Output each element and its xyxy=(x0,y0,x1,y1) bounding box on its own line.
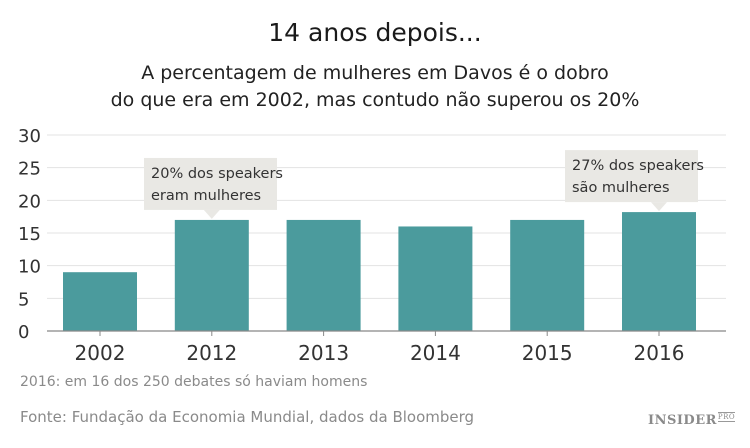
y-tick-label: 20 xyxy=(18,191,41,212)
x-tick-label: 2015 xyxy=(522,341,573,365)
bar-2012 xyxy=(174,219,249,331)
y-tick-label: 0 xyxy=(18,322,29,343)
y-tick-label: 15 xyxy=(18,224,41,245)
chart-title: 14 anos depois... xyxy=(268,18,482,47)
x-tick-label: 2014 xyxy=(410,341,461,365)
source-note: Fonte: Fundação da Economia Mundial, dad… xyxy=(20,408,475,426)
logo-sub: PRO xyxy=(717,412,736,422)
x-tick-label: 2016 xyxy=(634,341,685,365)
y-tick-label: 30 xyxy=(18,126,41,147)
chart-subtitle-line2: do que era em 2002, mas contudo não supe… xyxy=(110,89,640,111)
callout-box xyxy=(144,157,277,210)
logo-main: INSIDER xyxy=(648,413,717,428)
bar-2013 xyxy=(286,219,361,331)
y-tick-label: 10 xyxy=(18,257,41,278)
footnote: 2016: em 16 dos 250 debates só haviam ho… xyxy=(20,374,368,390)
chart-subtitle-line1: A percentagem de mulheres em Davos é o d… xyxy=(141,62,609,84)
x-tick-label: 2013 xyxy=(298,341,349,365)
callout-text: 27% dos speakers xyxy=(572,158,704,174)
callout-pointer xyxy=(203,209,220,219)
bar-2014 xyxy=(398,226,473,331)
bar-2015 xyxy=(510,219,585,331)
x-tick-label: 2002 xyxy=(75,341,126,365)
callout-text: 20% dos speakers xyxy=(151,166,283,182)
y-tick-label: 25 xyxy=(18,159,41,180)
bar-2002 xyxy=(63,272,137,331)
y-tick-label: 5 xyxy=(18,289,29,310)
callout-text: eram mulheres xyxy=(151,188,261,204)
callout-pointer xyxy=(651,202,667,212)
callout-text: são mulheres xyxy=(572,180,670,196)
x-tick-label: 2012 xyxy=(186,341,237,365)
insider-pro-logo: INSIDERPRO xyxy=(648,412,736,428)
bar-2016 xyxy=(622,212,696,331)
callout-box xyxy=(565,150,698,203)
